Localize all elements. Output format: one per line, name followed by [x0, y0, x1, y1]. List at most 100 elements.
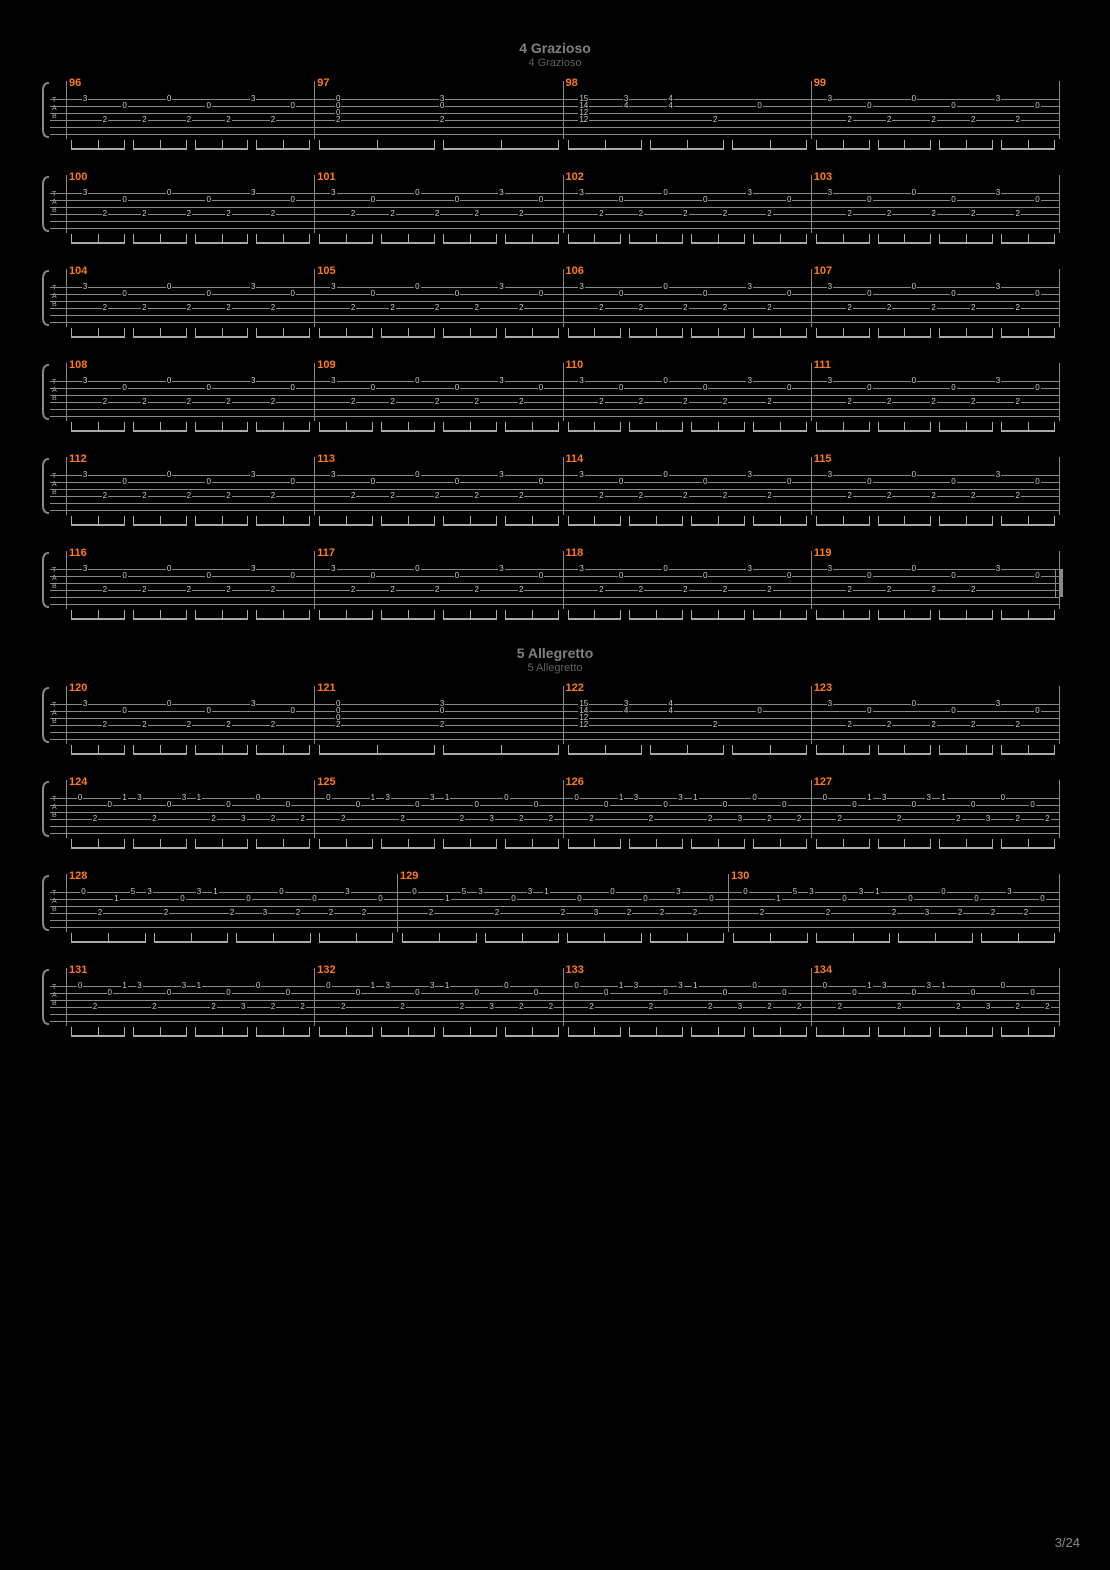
- page-number: 3/24: [1055, 1535, 1080, 1550]
- measure: 10432020202320: [66, 269, 315, 327]
- tab-note: 0: [290, 572, 296, 580]
- tab-note: 5: [792, 888, 798, 896]
- tab-note: 2: [350, 304, 356, 312]
- tab-note: 2: [648, 815, 654, 823]
- tab-note: 0: [662, 189, 668, 197]
- measure: 11632020202320: [66, 551, 315, 609]
- tab-system: TAB1310201320312030202132020132031203020…: [50, 968, 1060, 1026]
- tab-note: 2: [588, 815, 594, 823]
- tab-note: 1: [444, 895, 450, 903]
- tab-note: 0: [751, 982, 757, 990]
- measure: 10832020202320: [66, 363, 315, 421]
- beam-group: [315, 826, 562, 850]
- tab-note: 0: [166, 700, 172, 708]
- tab-note: 0: [970, 989, 976, 997]
- tab-note: 0: [1034, 572, 1040, 580]
- tab-note: 3: [1006, 888, 1012, 896]
- tab-note: 2: [270, 210, 276, 218]
- tab-note: 2: [389, 210, 395, 218]
- measure: 10232020202320: [564, 175, 812, 233]
- tab-note: 3: [136, 982, 142, 990]
- tab-note: 3: [330, 377, 336, 385]
- tab-note: 0: [278, 888, 284, 896]
- tab-note: 2: [518, 210, 524, 218]
- tab-note: 0: [121, 290, 127, 298]
- tab-note: 2: [389, 304, 395, 312]
- tab-note: 2: [1014, 398, 1020, 406]
- tab-note: 2: [886, 586, 892, 594]
- tab-note: 1: [940, 794, 946, 802]
- tab-note: 3: [827, 95, 833, 103]
- tab-note: 2: [186, 116, 192, 124]
- tab-note: 3: [746, 189, 752, 197]
- tab-note: 2: [722, 398, 728, 406]
- beam-group: [67, 826, 314, 850]
- beam-group: [564, 503, 811, 527]
- measure: 10332020202320: [812, 175, 1060, 233]
- tab-note: 2: [389, 398, 395, 406]
- tab-note: 1: [121, 982, 127, 990]
- measure: 9632020202320: [66, 81, 315, 139]
- tab-note: 3: [924, 909, 930, 917]
- tab-note: 3: [995, 189, 1001, 197]
- tab-note: 0: [414, 471, 420, 479]
- measure: 10132020202320: [315, 175, 563, 233]
- section-title: 5 Allegretto5 Allegretto: [50, 645, 1060, 674]
- tab-system: TAB1203202020232012100023021221514121234…: [50, 686, 1060, 744]
- tab-note: 3: [881, 982, 887, 990]
- tab-note: 0: [325, 794, 331, 802]
- tab-note: 3: [675, 888, 681, 896]
- tab-note: 0: [311, 895, 317, 903]
- tab-note: 2: [722, 210, 728, 218]
- tab-note: 2: [270, 815, 276, 823]
- tab-note: 2: [141, 586, 147, 594]
- measure: 11732020202320: [315, 551, 563, 609]
- tab-note: 0: [851, 989, 857, 997]
- tab-clef-label: TAB: [52, 379, 58, 403]
- tab-note: 0: [454, 572, 460, 580]
- tab-note: 0: [841, 895, 847, 903]
- tab-note: 0: [503, 794, 509, 802]
- tab-note: 0: [107, 989, 113, 997]
- tab-note: 2: [712, 116, 718, 124]
- beam-group: [67, 315, 314, 339]
- tab-note: 3: [82, 471, 88, 479]
- tab-note: 2: [225, 492, 231, 500]
- tab-note: 2: [1023, 909, 1029, 917]
- tab-note: 2: [163, 909, 169, 917]
- tab-note: 3: [527, 888, 533, 896]
- tab-note: 3: [498, 471, 504, 479]
- tab-note: 2: [548, 1003, 554, 1011]
- measure-number: 124: [69, 776, 87, 788]
- tab-note: 2: [970, 304, 976, 312]
- measure: 12032020202320: [66, 686, 315, 744]
- tab-note: 0: [166, 471, 172, 479]
- tab-note: 1: [940, 982, 946, 990]
- tab-note: 0: [107, 801, 113, 809]
- tab-note: 3: [578, 377, 584, 385]
- tab-note: 2: [473, 586, 479, 594]
- tab-note: 0: [538, 196, 544, 204]
- tab-note: 2: [340, 815, 346, 823]
- tab-note: 2: [434, 304, 440, 312]
- tab-note: 0: [1029, 801, 1035, 809]
- measure: 11532020202320: [812, 457, 1060, 515]
- tab-note: 0: [950, 707, 956, 715]
- tab-note: 1: [121, 794, 127, 802]
- tab-note: 0: [576, 895, 582, 903]
- tab-note: 3: [737, 815, 743, 823]
- tab-note: 2: [473, 492, 479, 500]
- tab-note: 0: [573, 794, 579, 802]
- tab-note: 2: [225, 210, 231, 218]
- tab-system: TAB1240201320312030202125020132031203020…: [50, 780, 1060, 838]
- tab-note: 2: [518, 304, 524, 312]
- tab-note: 0: [751, 794, 757, 802]
- tab-note: 2: [970, 210, 976, 218]
- tab-note: 2: [598, 586, 604, 594]
- tab-note: 2: [328, 909, 334, 917]
- tab-note: 2: [682, 210, 688, 218]
- beam-group: [564, 315, 811, 339]
- tab-staff: TAB1043202020232010532020202320106320202…: [50, 269, 1060, 327]
- measure: 11332020202320: [315, 457, 563, 515]
- tab-note: 0: [414, 989, 420, 997]
